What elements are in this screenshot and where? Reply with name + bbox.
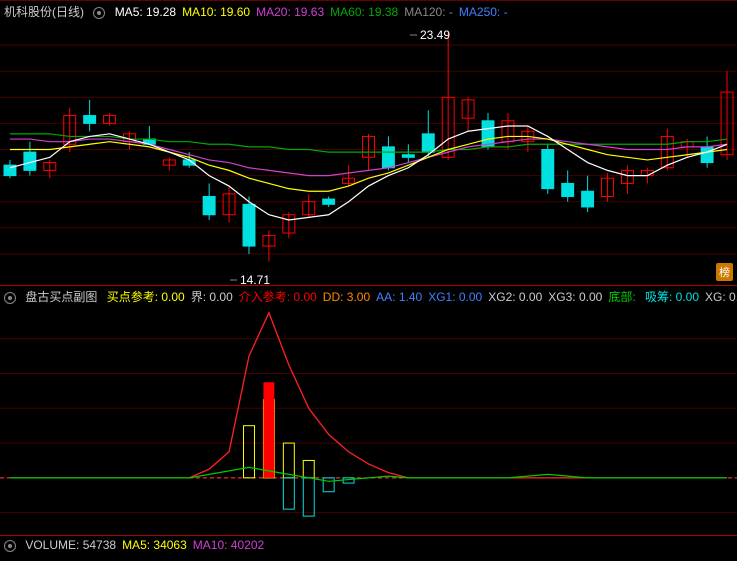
legend-item: 吸筹: 0.00	[645, 290, 699, 304]
legend-item: MA120: -	[404, 5, 453, 19]
main-legend: 机科股份(日线) MA5: 19.28 MA10: 19.60 MA20: 19.6…	[4, 3, 520, 20]
sub-title: 盘古买点副图	[25, 290, 97, 304]
legend-item: XG1: 0.00	[428, 290, 482, 304]
legend-item: XG: 0.00	[705, 290, 737, 304]
sub-indicator-panel[interactable]: 盘古买点副图 买点参考: 0.00 界: 0.00 介入参考: 0.00 DD: 3.…	[0, 285, 737, 535]
legend-item: MA10: 19.60	[182, 5, 250, 19]
rank-badge[interactable]: 榜	[716, 263, 733, 281]
legend-item: MA5: 34063	[122, 538, 187, 552]
legend-item: MA20: 19.63	[256, 5, 324, 19]
legend-item: MA10: 40202	[193, 538, 264, 552]
legend-item: 底部:	[608, 290, 639, 304]
legend-item: MA5: 19.28	[115, 5, 176, 19]
legend-item: XG2: 0.00	[488, 290, 542, 304]
candlestick-chart[interactable]: 23.4914.71	[0, 1, 737, 286]
legend-item: 界: 0.00	[191, 290, 233, 304]
legend-item: DD: 3.00	[323, 290, 370, 304]
legend-item: MA250: -	[459, 5, 508, 19]
legend-item: 买点参考: 0.00	[107, 290, 185, 304]
legend-item: AA: 1.40	[376, 290, 422, 304]
legend-item: 介入参考: 0.00	[239, 290, 317, 304]
main-chart-panel[interactable]: 机科股份(日线) MA5: 19.28 MA10: 19.60 MA20: 19.6…	[0, 0, 737, 285]
eye-icon[interactable]	[4, 540, 16, 552]
volume-legend: VOLUME: 54738 MA5: 34063 MA10: 40202	[4, 538, 276, 552]
legend-item: VOLUME: 54738	[25, 538, 116, 552]
main-title: 机科股份(日线)	[4, 5, 84, 19]
eye-icon[interactable]	[93, 7, 105, 19]
eye-icon[interactable]	[4, 292, 16, 304]
svg-text:23.49: 23.49	[420, 28, 450, 42]
sub-legend: 盘古买点副图 买点参考: 0.00 界: 0.00 介入参考: 0.00 DD: 3.…	[4, 288, 737, 305]
legend-item: XG3: 0.00	[548, 290, 602, 304]
sub-indicator-chart[interactable]	[0, 286, 737, 536]
volume-panel[interactable]: VOLUME: 54738 MA5: 34063 MA10: 40202	[0, 535, 737, 561]
legend-item: MA60: 19.38	[330, 5, 398, 19]
